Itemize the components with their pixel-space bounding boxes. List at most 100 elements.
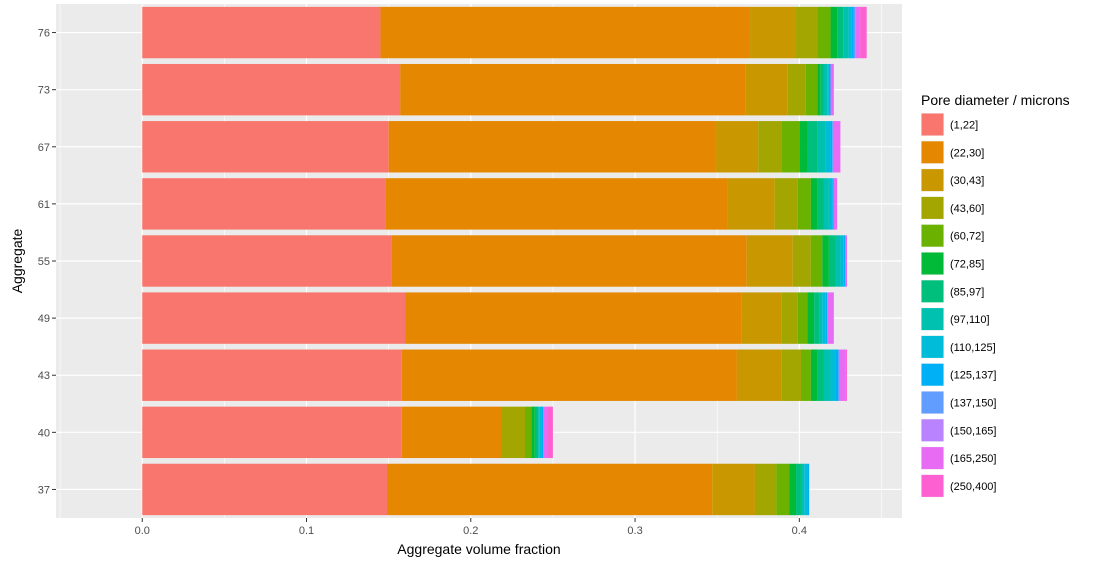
- bar-segment: (1,22]: [142, 235, 392, 287]
- bar-segment: (110,125]: [804, 463, 808, 516]
- bar-segment: (72,85]: [807, 292, 815, 344]
- y-axis: 37 40 43 49 55 61 67 73 76: [38, 28, 56, 496]
- bar-segment: (137,150]: [832, 121, 834, 173]
- bar-segment: (30,43]: [746, 235, 793, 287]
- bar-segment: (22,30]: [388, 121, 716, 173]
- bar-segment: (30,43]: [745, 63, 788, 116]
- bar-segment: (125,137]: [843, 235, 846, 287]
- bar-segment: (30,43]: [741, 292, 782, 344]
- bar-segment: (137,150]: [853, 6, 856, 59]
- bar-segment: (85,97]: [817, 349, 824, 401]
- legend-key: [921, 196, 944, 219]
- bar-segment: (125,137]: [832, 178, 834, 230]
- bar-segment: (22,30]: [400, 63, 746, 116]
- bar-segment: (125,137]: [851, 6, 854, 59]
- bar-segment: (22,30]: [391, 235, 747, 287]
- y-tick-label: 40: [38, 427, 50, 439]
- bar-segment: (97,110]: [800, 463, 805, 516]
- bar-segment: (97,110]: [823, 178, 829, 230]
- legend-label: (43,60]: [950, 203, 984, 215]
- y-tick-label: 61: [38, 199, 50, 211]
- legend-key: [921, 447, 944, 470]
- bar-segment: (60,72]: [817, 6, 831, 59]
- legend: Pore diameter / microns (1,22] (22,30] (30…: [921, 92, 1070, 498]
- bar-segment: (43,60]: [781, 349, 801, 401]
- bar-segment: (72,85]: [822, 235, 829, 287]
- bar-segment: (97,110]: [835, 235, 841, 287]
- bar-segment: (85,97]: [837, 6, 844, 59]
- bar-segment: (60,72]: [776, 463, 790, 516]
- y-tick-label: 43: [38, 370, 50, 382]
- bar-segment: (1,22]: [142, 463, 388, 516]
- bar-segment: (22,30]: [401, 349, 737, 401]
- bar-segment: (1,22]: [142, 63, 401, 116]
- bar-segment: (30,43]: [727, 178, 775, 230]
- bar-segment: (165,250]: [827, 292, 834, 344]
- legend-key: [921, 252, 944, 275]
- bar-segment: (85,97]: [534, 406, 539, 459]
- bar-segment: (60,72]: [797, 178, 811, 230]
- bar-segment: (30,43]: [736, 349, 782, 401]
- bar-segment: (22,30]: [387, 463, 713, 516]
- bar-segment: (22,30]: [385, 178, 728, 230]
- bar-segment: (165,250]: [855, 6, 861, 59]
- bar-segment: (22,30]: [405, 292, 742, 344]
- bar-segment: (125,137]: [541, 406, 544, 459]
- legend-label: (72,85]: [950, 259, 984, 271]
- bar-segment: (97,110]: [819, 292, 823, 344]
- bar-segment: (110,125]: [822, 292, 826, 344]
- bar-segment: (43,60]: [792, 235, 811, 287]
- legend-label: (165,250]: [950, 453, 996, 465]
- bar-segment: (110,125]: [828, 178, 833, 230]
- legend-label: (150,165]: [950, 425, 996, 437]
- y-tick-label: 49: [38, 313, 50, 325]
- bar-segment: (110,125]: [840, 235, 844, 287]
- legend-key: [921, 391, 944, 414]
- bar-segment: (1,22]: [142, 292, 406, 344]
- bar-segment: (72,85]: [531, 406, 535, 459]
- bar-segment: (125,137]: [835, 349, 839, 401]
- bar-segment: (22,30]: [401, 406, 502, 459]
- bar-segment: (85,97]: [807, 121, 818, 173]
- bar-segment: (1,22]: [142, 349, 402, 401]
- bars: (1,22](1,22](1,22](1,22](1,22](1,22](1,2…: [142, 6, 867, 516]
- legend-key: [921, 419, 944, 442]
- y-tick-label: 55: [38, 256, 50, 268]
- legend-label: (1,22]: [950, 120, 978, 132]
- y-axis-title: Aggregate: [9, 228, 25, 293]
- bar-segment: (1,22]: [142, 406, 402, 459]
- bar-segment: (85,97]: [817, 178, 824, 230]
- bar-segment: (125,137]: [830, 121, 833, 173]
- bar-segment: (250,400]: [860, 6, 867, 59]
- bar-segment: (43,60]: [787, 63, 806, 116]
- bar-segment: (97,110]: [538, 406, 540, 459]
- bar-segment: (125,137]: [828, 63, 831, 116]
- bar-segment: (30,43]: [712, 463, 755, 516]
- legend-key: [921, 474, 944, 497]
- legend-label: (137,150]: [950, 398, 996, 410]
- legend-label: (97,110]: [950, 314, 990, 326]
- bar-segment: (60,72]: [800, 349, 811, 401]
- bar-segment: (85,97]: [796, 463, 801, 516]
- bar-segment: (97,110]: [823, 349, 831, 401]
- bar-segment: (72,85]: [830, 6, 838, 59]
- bar-segment: (165,250]: [833, 121, 841, 173]
- bar-segment: (85,97]: [828, 235, 836, 287]
- bar-segment: (1,22]: [142, 178, 386, 230]
- legend-label: (85,97]: [950, 286, 984, 298]
- bar-segment: (43,60]: [796, 6, 818, 59]
- x-axis: 0.0 0.1 0.2 0.3 0.4: [135, 518, 807, 537]
- legend-key: [921, 363, 944, 386]
- x-axis-title: Aggregate volume fraction: [397, 541, 560, 557]
- x-tick-label: 0.3: [627, 525, 642, 537]
- x-tick-label: 0.1: [299, 525, 314, 537]
- bar-segment: (22,30]: [380, 6, 751, 59]
- bar-segment: (30,43]: [750, 6, 797, 59]
- legend-label: (110,125]: [950, 342, 996, 354]
- legend-key: [921, 335, 944, 358]
- legend-key: [921, 141, 944, 164]
- y-tick-label: 73: [38, 85, 50, 97]
- legend-label: (250,400]: [950, 481, 996, 493]
- bar-segment: (85,97]: [820, 63, 824, 116]
